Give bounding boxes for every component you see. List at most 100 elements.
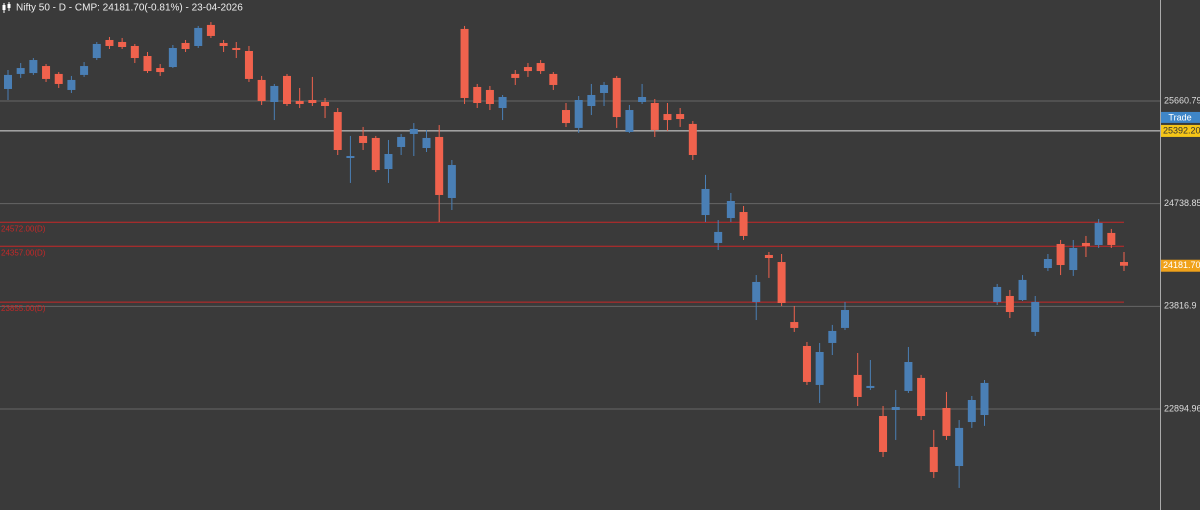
candle-body xyxy=(802,345,811,382)
candle-body xyxy=(409,128,418,134)
candle-body xyxy=(321,102,330,107)
candle-body xyxy=(219,42,228,46)
candle-body xyxy=(676,114,685,120)
candle-body xyxy=(764,255,773,259)
candle-body xyxy=(625,110,634,132)
trade-tag xyxy=(1161,111,1200,123)
candle-body xyxy=(523,67,532,72)
candle-body xyxy=(1069,247,1078,271)
candle-body xyxy=(587,94,596,107)
candle-body xyxy=(815,351,824,385)
candle-body xyxy=(777,262,786,303)
candle-body xyxy=(295,100,304,105)
candle-body xyxy=(701,188,710,216)
candle-body xyxy=(536,63,545,72)
candle-body xyxy=(1056,243,1065,266)
candle-body xyxy=(156,68,165,73)
candle-body xyxy=(1005,295,1014,313)
candle-body xyxy=(1081,242,1090,246)
candle-body xyxy=(574,99,583,128)
candle-body xyxy=(384,154,393,170)
candle-body xyxy=(650,103,659,130)
candle-body xyxy=(105,39,114,46)
y-tick-label: 24738.85 xyxy=(1164,198,1200,208)
candle-body xyxy=(967,399,976,423)
candle-body xyxy=(688,123,697,156)
chart-title: Nifty 50 - D - CMP: 24181.70(-0.81%) - 2… xyxy=(16,3,243,14)
candle-body xyxy=(612,77,621,118)
level-label: 24572.00(D) xyxy=(1,224,46,233)
candle-body xyxy=(16,68,25,74)
candle-body xyxy=(1094,222,1103,245)
candle-body xyxy=(1120,262,1128,266)
candle-body xyxy=(371,137,380,171)
candle-body xyxy=(42,66,51,79)
candle-body xyxy=(790,322,799,328)
y-tick-label: 25660.79 xyxy=(1164,95,1200,105)
candle-body xyxy=(359,135,368,143)
candle-body xyxy=(257,79,266,101)
candle-body xyxy=(1107,232,1116,245)
candle-body xyxy=(130,45,139,59)
level-label: 24357.00(D) xyxy=(1,248,46,257)
trade-price-label: 25392.20 xyxy=(1163,125,1200,135)
y-tick-label: 23816.9 xyxy=(1164,301,1197,311)
cmp-tag xyxy=(1161,259,1200,272)
candle-body xyxy=(549,73,558,85)
candle-body xyxy=(435,136,444,195)
candle-body xyxy=(397,136,406,147)
candle-body xyxy=(194,27,203,46)
candle-body xyxy=(143,56,152,72)
candle-body xyxy=(879,416,888,452)
candle-body xyxy=(714,231,723,243)
cmp-label: 24181.70 xyxy=(1163,260,1200,270)
candle-body xyxy=(600,84,609,93)
trade-price-tag xyxy=(1161,124,1200,137)
candle-body xyxy=(460,28,469,98)
candle-body xyxy=(181,42,190,49)
candle-body xyxy=(511,73,520,78)
candle-body xyxy=(1043,259,1052,269)
candle-body xyxy=(929,446,938,473)
candle-body xyxy=(891,406,900,411)
candle-body xyxy=(993,286,1002,302)
candle-body xyxy=(447,165,456,198)
chart-icon xyxy=(2,2,11,13)
candle-body xyxy=(841,310,849,328)
candle-body xyxy=(752,281,761,302)
candle-body xyxy=(270,85,279,102)
trade-name: Trade xyxy=(1168,112,1191,122)
candle-body xyxy=(828,330,837,343)
y-tick-label: 22894.96 xyxy=(1164,403,1200,413)
candle-body xyxy=(498,96,507,109)
candle-body xyxy=(168,47,177,68)
candle-body xyxy=(80,66,89,75)
candle-body xyxy=(92,43,101,59)
candle-body xyxy=(1018,279,1027,300)
candle-body xyxy=(244,51,253,79)
candle-body xyxy=(739,212,748,236)
candle-body xyxy=(54,73,63,84)
candle-body xyxy=(473,86,482,104)
candle-body xyxy=(562,110,570,124)
candle-body xyxy=(638,96,647,102)
candle-body xyxy=(980,382,989,416)
candle-body xyxy=(904,362,913,391)
level-label: 23855.00(D) xyxy=(1,304,46,313)
candle-body xyxy=(853,374,862,397)
candle-body xyxy=(485,89,494,105)
candle-body xyxy=(29,60,38,74)
candle-body xyxy=(663,114,672,121)
candle-body xyxy=(67,79,76,90)
candle-body xyxy=(118,41,127,47)
candle-body xyxy=(206,24,215,36)
candle-body xyxy=(4,74,12,89)
candle-body xyxy=(917,377,926,417)
candle-body xyxy=(726,200,735,219)
candle-body xyxy=(308,99,317,104)
candle-body xyxy=(346,156,355,159)
candle-body xyxy=(422,137,431,148)
candle-body xyxy=(232,47,241,50)
candle-body xyxy=(1031,301,1040,332)
